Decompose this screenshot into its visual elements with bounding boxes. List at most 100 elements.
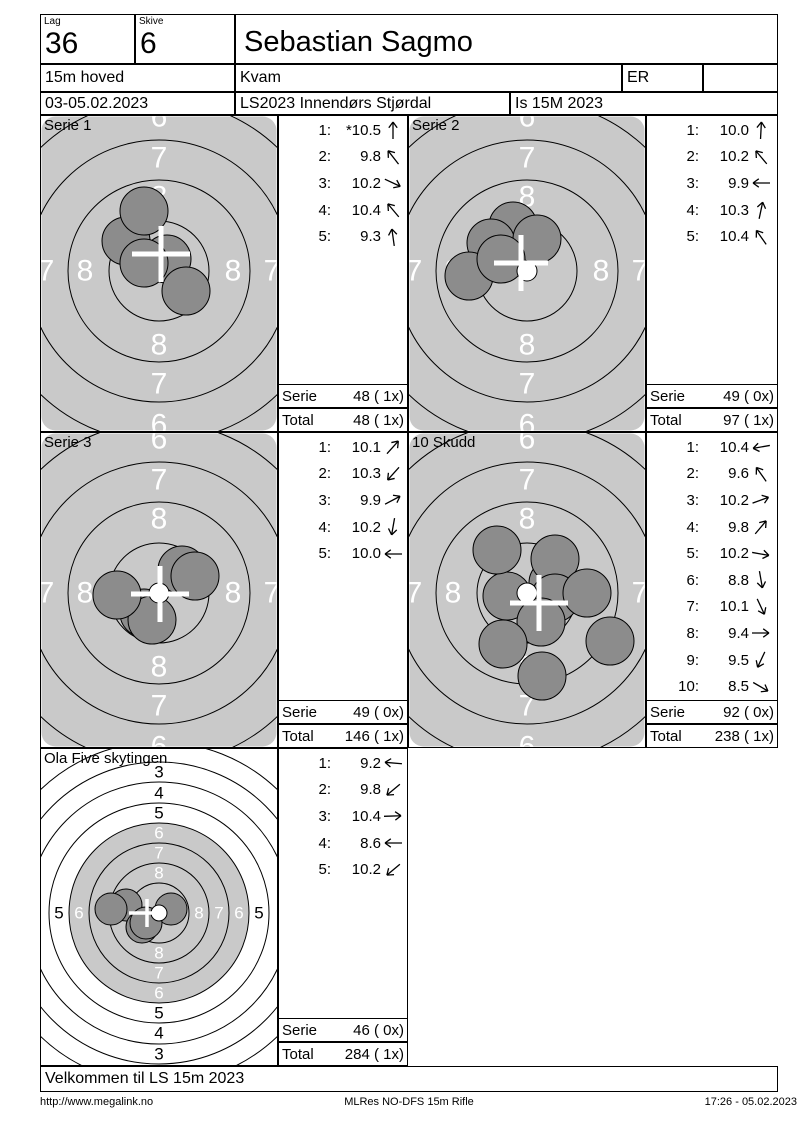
shot-row: 5: 10.4 [647,223,777,250]
shot-number: 7: [686,598,699,616]
shot-value: 9.8 [360,781,381,799]
svg-text:6: 6 [154,984,163,1003]
shot-row: 2: 9.8 [279,777,407,804]
class-text: ER [627,69,650,86]
shooter-name: Sebastian Sagmo [244,26,473,58]
shot-number: 3: [686,491,699,509]
shot-number: 5: [318,228,331,246]
shot-direction-arrow-icon [749,172,773,194]
svg-text:8: 8 [151,503,168,536]
shot-hole [472,525,522,575]
shot-number: 4: [686,518,699,536]
shot-value: 10.3 [351,465,381,483]
svg-text:7: 7 [519,142,536,175]
field-event: LS2023 Innendørs Stjørdal [235,92,510,115]
shot-direction-arrow-icon [381,119,405,141]
shot-number: 4: [318,201,331,219]
shot-direction-arrow-icon [381,752,405,774]
serie-label: Serie [650,703,686,721]
shot-direction-arrow-icon [381,489,405,511]
skive-value: 6 [140,27,157,60]
shot-row: 1: *10.5 [279,117,407,144]
total-label: Total [650,727,682,745]
shot-row: 4: 10.3 [647,197,777,224]
shot-value: 8.5 [728,678,749,696]
shot-number: 9: [686,651,699,669]
shot-hole [478,619,528,669]
shot-number: 2: [686,148,699,166]
shot-number: 5: [318,545,331,563]
shot-direction-arrow-icon [381,226,405,248]
svg-text:6: 6 [151,433,168,456]
shot-number: 3: [318,807,331,825]
svg-text:8: 8 [77,577,94,610]
shot-number: 4: [318,834,331,852]
serie-sum-row-10-skudd: Serie 92 ( 0x) [646,700,778,724]
shot-direction-arrow-icon [749,543,773,565]
serie-value: 49 ( 0x) [723,387,774,405]
serie-sum-row-ola-five-skytingen: Serie 46 ( 0x) [278,1018,408,1042]
shot-value: 10.4 [719,438,749,456]
shot-direction-arrow-icon [749,622,773,644]
shot-number: 5: [686,545,699,563]
shot-value: 10.2 [719,545,749,563]
target-graphic-serie-3: 8888777766 [41,433,277,747]
svg-text:6: 6 [519,731,536,748]
target-10-skudd: 888877776610 Skudd [408,432,646,748]
target-ola-five-skytingen: 34567887654356788765Ola Five skytingen [40,748,278,1066]
shot-row: 3: 10.2 [279,170,407,197]
field-club: Kvam [235,64,622,92]
shot-value: 9.2 [360,754,381,772]
shot-row: 4: 9.8 [647,514,777,541]
serie-label: Serie [282,703,318,721]
field-lag: Lag 36 [40,14,135,64]
shot-rows-serie-2: 1: 10.0 2: 10.2 3: 9.9 4: 10.3 5: 10.4 [647,117,777,250]
shot-number: 1: [318,121,331,139]
serie-label: Serie [282,387,318,405]
shot-value: 10.0 [351,545,381,563]
svg-text:7: 7 [151,690,168,723]
svg-text:7: 7 [632,255,645,288]
shot-hole [476,234,526,284]
field-skive: Skive 6 [135,14,235,64]
footer-program: MLRes NO-DFS 15m Rifle [344,1096,474,1108]
svg-text:8: 8 [225,255,242,288]
serie-sum-row-serie-3: Serie 49 ( 0x) [278,700,408,724]
shot-direction-arrow-icon [749,596,773,618]
shot-row: 9: 9.5 [647,647,777,674]
total-sum-row-serie-2: Total 97 ( 1x) [646,408,778,432]
total-sum-row-serie-3: Total 146 ( 1x) [278,724,408,748]
shot-value: 10.4 [351,201,381,219]
shot-direction-arrow-icon [381,436,405,458]
shot-rows-serie-1: 1: *10.5 2: 9.8 3: 10.2 4: 10.4 5: 9.3 [279,117,407,250]
scores-serie-1: 1: *10.5 2: 9.8 3: 10.2 4: 10.4 5: 9.3 Serie 48 ( 1… [278,115,408,432]
discipline-text: 15m hoved [45,69,125,86]
shot-row: 2: 10.2 [647,144,777,171]
shot-direction-arrow-icon [381,463,405,485]
shot-direction-arrow-icon [749,226,773,248]
shot-value: 9.8 [728,518,749,536]
shot-hole [119,186,169,236]
shot-number: 3: [686,174,699,192]
shot-row: 2: 9.6 [647,461,777,488]
panel-title-serie-3: Serie 3 [44,434,92,451]
shot-number: 4: [318,518,331,536]
shot-hole [119,238,169,288]
lag-value: 36 [45,27,79,60]
shot-row: 6: 8.8 [647,567,777,594]
shot-number: 1: [686,121,699,139]
shot-number: 5: [686,228,699,246]
shot-number: 5: [318,861,331,879]
shot-number: 2: [318,148,331,166]
shot-number: 2: [686,465,699,483]
shot-value: 9.9 [360,491,381,509]
shot-number: 8: [686,624,699,642]
svg-text:6: 6 [234,904,243,923]
shot-direction-arrow-icon [381,516,405,538]
shot-number: 6: [686,571,699,589]
panel-title-ola-five-skytingen: Ola Five skytingen [44,750,168,767]
shot-row: 8: 9.4 [647,620,777,647]
shot-row: 4: 8.6 [279,830,407,857]
shot-row: 1: 10.4 [647,434,777,461]
